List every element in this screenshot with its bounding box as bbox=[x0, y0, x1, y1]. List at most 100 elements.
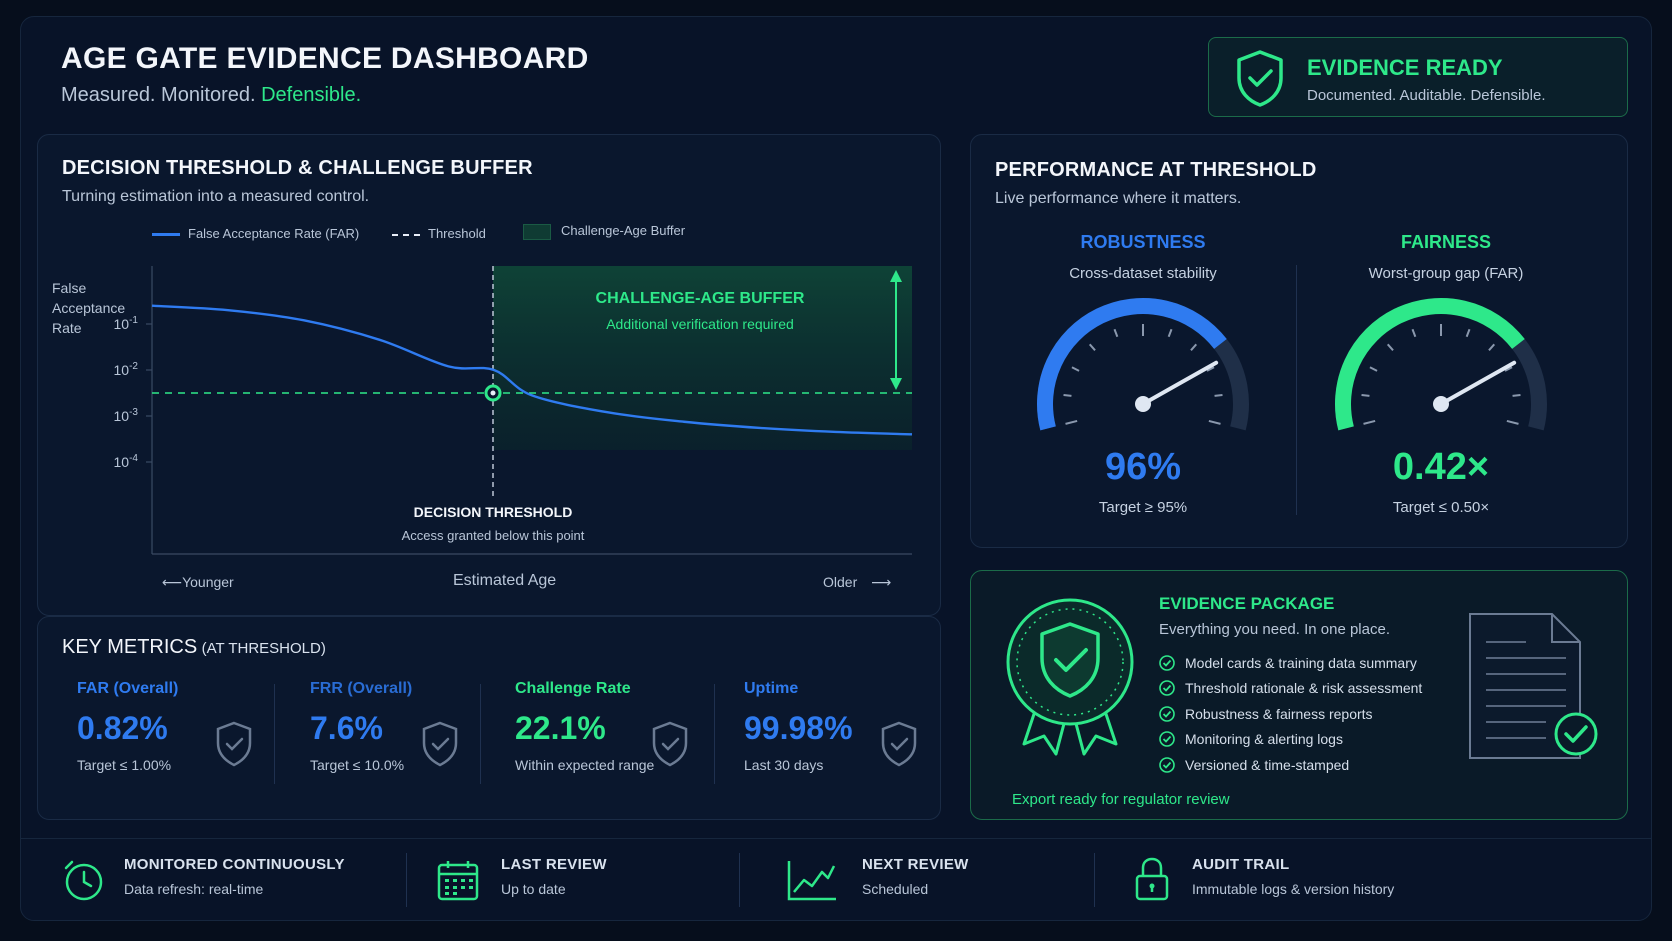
footer-last-review-sub: Up to date bbox=[501, 881, 566, 897]
gauge-fill bbox=[1037, 298, 1227, 431]
buffer-subtitle: Additional verification required bbox=[606, 316, 794, 332]
gauge-needle bbox=[1141, 360, 1219, 406]
metric-uptime-value: 99.98% bbox=[744, 710, 853, 746]
subtitle-plain: Measured. Monitored. bbox=[61, 84, 256, 106]
metric-challenge-label: Challenge Rate bbox=[515, 680, 631, 697]
evidence-item-label: Robustness & fairness reports bbox=[1185, 705, 1373, 722]
y-axis-label: False Acceptance Rate bbox=[52, 278, 125, 338]
shield-check-icon bbox=[1237, 50, 1283, 107]
footer-divider-v bbox=[1094, 853, 1095, 907]
export-link[interactable]: Export ready for regulator review bbox=[1012, 791, 1230, 808]
legend-threshold: Threshold bbox=[392, 226, 486, 241]
threshold-point-core bbox=[490, 390, 496, 396]
legend-far-swatch bbox=[152, 233, 180, 237]
evidence-ready-badge: EVIDENCE READY Documented. Auditable. De… bbox=[1208, 37, 1628, 117]
gauge-tick bbox=[1113, 328, 1119, 338]
metric-challenge: Challenge Rate 22.1% Within expected ran… bbox=[515, 680, 654, 773]
threshold-subtitle: Access granted below this point bbox=[401, 528, 585, 543]
legend-far-label: False Acceptance Rate (FAR) bbox=[188, 226, 360, 241]
gauge-needle bbox=[1439, 360, 1517, 406]
gauge-tick bbox=[1206, 366, 1215, 372]
gauge-tick bbox=[1214, 393, 1223, 397]
badge-title: EVIDENCE READY bbox=[1307, 55, 1503, 80]
legend-buffer-swatch bbox=[523, 223, 551, 240]
metric-challenge-target: Within expected range bbox=[515, 757, 655, 773]
x-axis-left: ⟵Younger bbox=[162, 574, 234, 591]
evidence-title: EVIDENCE PACKAGE bbox=[1159, 594, 1335, 613]
page-subtitle: Measured. Monitored. Defensible. bbox=[61, 84, 361, 107]
buffer-title: CHALLENGE-AGE BUFFER bbox=[595, 290, 805, 307]
fairness-target: Target ≤ 0.50× bbox=[1392, 499, 1490, 516]
gauge-tick bbox=[1465, 328, 1471, 338]
y-tick-label: 10-4 bbox=[114, 453, 139, 470]
metric-divider bbox=[480, 684, 481, 784]
metric-challenge-value: 22.1% bbox=[515, 710, 606, 746]
y-axis-label-line1: False bbox=[52, 280, 87, 296]
fairness-value: 0.42× bbox=[1392, 446, 1490, 488]
list-item: Threshold rationale & risk assessment bbox=[1159, 676, 1422, 702]
fairness-head: FAIRNESS bbox=[1400, 232, 1492, 252]
gauge-tick bbox=[1369, 366, 1378, 372]
footer-next-review: NEXT REVIEW Scheduled bbox=[862, 856, 969, 897]
legend-far: False Acceptance Rate (FAR) bbox=[152, 226, 359, 241]
shield-check-icon bbox=[216, 721, 252, 767]
evidence-list: Model cards & training data summary Thre… bbox=[1159, 650, 1422, 778]
gauge-tick bbox=[1065, 419, 1078, 425]
footer-monitored: MONITORED CONTINUOUSLY Data refresh: rea… bbox=[124, 856, 345, 897]
robustness-block: ROBUSTNESS Cross-dataset stability bbox=[1003, 232, 1283, 282]
footer-monitored-sub: Data refresh: real-time bbox=[124, 881, 264, 897]
badge-subtitle: Documented. Auditable. Defensible. bbox=[1307, 87, 1546, 104]
y-axis-label-line3: Rate bbox=[52, 320, 82, 336]
gauge-hub bbox=[1433, 396, 1449, 412]
gauge-tick bbox=[1088, 343, 1096, 351]
calendar-icon bbox=[437, 861, 479, 901]
far-series-line bbox=[151, 304, 913, 436]
footer-monitored-title: MONITORED CONTINUOUSLY bbox=[124, 856, 345, 873]
fairness-block: FAIRNESS Worst-group gap (FAR) bbox=[1306, 232, 1586, 282]
gauge-tick bbox=[1063, 393, 1072, 397]
metric-far-label: FAR (Overall) bbox=[77, 680, 179, 697]
check-circle-icon bbox=[1159, 756, 1175, 773]
trend-chart-icon bbox=[787, 861, 836, 901]
y-tick-label: 10-2 bbox=[114, 361, 139, 378]
metric-divider bbox=[274, 684, 275, 784]
check-circle-icon bbox=[1159, 680, 1175, 697]
footer-last-review-title: LAST REVIEW bbox=[501, 856, 607, 873]
award-badge-icon bbox=[1006, 598, 1134, 756]
list-item: Versioned & time-stamped bbox=[1159, 752, 1422, 778]
robustness-readout: 96% Target ≥ 95% bbox=[1003, 446, 1283, 516]
buffer-annotation: CHALLENGE-AGE BUFFER Additional verifica… bbox=[560, 290, 840, 332]
gauge-fill bbox=[1335, 298, 1525, 431]
evidence-item-label: Threshold rationale & risk assessment bbox=[1185, 680, 1423, 697]
evidence-item-label: Monitoring & alerting logs bbox=[1185, 731, 1343, 748]
footer-next-review-sub: Scheduled bbox=[862, 881, 929, 897]
gauge-hub bbox=[1135, 396, 1151, 412]
threshold-panel-subtitle: Turning estimation into a measured contr… bbox=[62, 188, 370, 205]
footer-audit-sub: Immutable logs & version history bbox=[1192, 881, 1395, 897]
page-title: AGE GATE EVIDENCE DASHBOARD bbox=[61, 42, 589, 75]
legend-threshold-label: Threshold bbox=[428, 226, 486, 241]
gauge-divider bbox=[1296, 265, 1297, 515]
metric-uptime-label: Uptime bbox=[744, 680, 799, 697]
gauge-tick bbox=[1361, 393, 1370, 397]
threshold-annotation: DECISION THRESHOLD Access granted below … bbox=[353, 504, 633, 543]
metric-far-target: Target ≤ 1.00% bbox=[77, 757, 172, 773]
legend-threshold-swatch bbox=[392, 233, 420, 236]
challenge-buffer-region bbox=[493, 266, 912, 450]
buffer-arrow bbox=[890, 270, 902, 390]
metric-far: FAR (Overall) 0.82% Target ≤ 1.00% bbox=[77, 680, 178, 773]
gauge-tick bbox=[1208, 419, 1221, 425]
y-tick-label: 10-1 bbox=[114, 315, 139, 332]
footer-next-review-title: NEXT REVIEW bbox=[862, 856, 969, 873]
lock-icon bbox=[1135, 857, 1169, 901]
x-axis-right: Older ⟶ bbox=[823, 574, 891, 591]
gauge-tick bbox=[1512, 393, 1521, 397]
evidence-item-label: Model cards & training data summary bbox=[1185, 654, 1417, 671]
document-icon bbox=[1469, 613, 1598, 759]
fairness-sub: Worst-group gap (FAR) bbox=[1368, 265, 1524, 282]
y-tick-label: 10-3 bbox=[114, 407, 139, 424]
metric-uptime-target: Last 30 days bbox=[744, 757, 824, 773]
fairness-readout: 0.42× Target ≤ 0.50× bbox=[1301, 446, 1581, 516]
robustness-head: ROBUSTNESS bbox=[1080, 232, 1206, 252]
legend-buffer-label: Challenge-Age Buffer bbox=[561, 223, 686, 238]
